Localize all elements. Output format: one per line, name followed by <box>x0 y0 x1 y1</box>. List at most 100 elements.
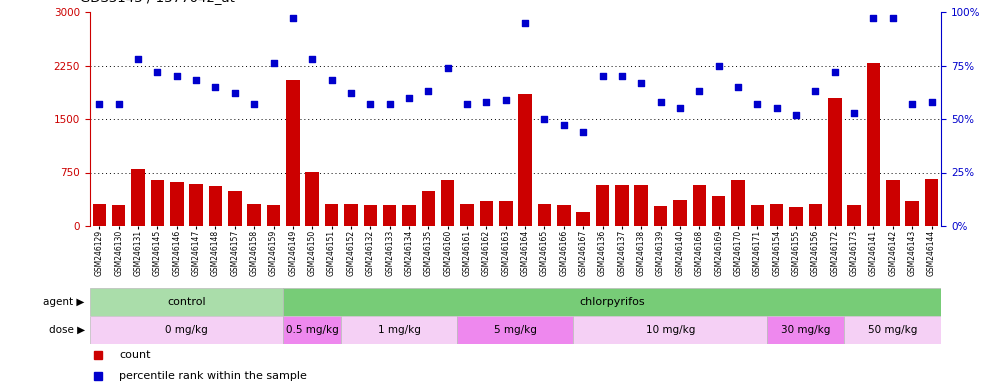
Bar <box>283 316 342 344</box>
Bar <box>886 180 899 226</box>
Point <box>633 79 649 86</box>
Bar <box>770 204 784 226</box>
Bar <box>90 288 283 316</box>
Bar <box>93 204 107 226</box>
Bar <box>712 196 725 226</box>
Bar <box>828 98 842 226</box>
Bar <box>673 200 686 226</box>
Bar <box>653 206 667 226</box>
Bar <box>499 201 513 226</box>
Point <box>266 60 282 66</box>
Bar <box>845 316 941 344</box>
Point <box>923 99 939 105</box>
Bar <box>848 205 861 226</box>
Point <box>556 122 572 129</box>
Bar <box>112 205 125 226</box>
Bar <box>789 207 803 226</box>
Text: dose ▶: dose ▶ <box>49 325 85 335</box>
Point <box>149 69 165 75</box>
Bar <box>382 205 396 226</box>
Point <box>459 101 475 107</box>
Point <box>576 129 592 135</box>
Bar <box>518 94 532 226</box>
Bar <box>228 191 242 226</box>
Point <box>439 65 455 71</box>
Point <box>227 90 243 96</box>
Bar <box>634 185 648 226</box>
Point <box>207 84 223 90</box>
Bar <box>596 185 610 226</box>
Point <box>614 73 629 79</box>
Point <box>517 20 533 26</box>
Point <box>884 15 900 22</box>
Point <box>652 99 668 105</box>
Bar <box>905 201 919 226</box>
Bar <box>189 184 203 226</box>
Point <box>827 69 843 75</box>
Text: 10 mg/kg: 10 mg/kg <box>645 325 695 335</box>
Text: count: count <box>120 350 151 360</box>
Text: agent ▶: agent ▶ <box>43 297 85 307</box>
Bar <box>345 204 358 226</box>
Bar <box>90 316 283 344</box>
Text: GDS3143 / 1377042_at: GDS3143 / 1377042_at <box>80 0 234 4</box>
Bar <box>342 316 457 344</box>
Point <box>478 99 494 105</box>
Point <box>730 84 746 90</box>
Point <box>343 90 359 96</box>
Point <box>246 101 262 107</box>
Bar <box>283 288 941 316</box>
Text: 0.5 mg/kg: 0.5 mg/kg <box>286 325 339 335</box>
Bar <box>364 205 377 226</box>
Point <box>285 15 301 22</box>
Point <box>672 105 688 111</box>
Bar <box>150 180 164 226</box>
Bar <box>809 204 822 226</box>
Bar <box>924 179 938 226</box>
Point <box>130 56 146 62</box>
Text: 1 mg/kg: 1 mg/kg <box>377 325 420 335</box>
Point <box>808 88 824 94</box>
Bar <box>731 180 745 226</box>
Point <box>904 101 920 107</box>
Point <box>595 73 611 79</box>
Point <box>188 78 204 84</box>
Bar <box>170 182 183 226</box>
Point <box>749 101 765 107</box>
Bar <box>209 186 222 226</box>
Text: 50 mg/kg: 50 mg/kg <box>869 325 917 335</box>
Bar <box>480 201 493 226</box>
Bar <box>421 191 435 226</box>
Point <box>537 116 553 122</box>
Text: 0 mg/kg: 0 mg/kg <box>165 325 208 335</box>
Bar <box>247 204 261 226</box>
Bar <box>131 169 144 226</box>
Bar <box>286 80 300 226</box>
Bar <box>692 185 706 226</box>
Bar <box>751 205 764 226</box>
Text: percentile rank within the sample: percentile rank within the sample <box>120 371 308 381</box>
Point <box>769 105 785 111</box>
Point <box>691 88 707 94</box>
Point <box>866 15 881 22</box>
Point <box>381 101 397 107</box>
Bar <box>306 172 319 226</box>
Point <box>168 73 184 79</box>
Bar <box>616 185 628 226</box>
Bar <box>577 212 590 226</box>
Point <box>847 109 863 116</box>
Bar <box>325 204 339 226</box>
Bar <box>557 205 571 226</box>
Bar <box>267 205 280 226</box>
Point <box>401 94 417 101</box>
Bar <box>441 180 454 226</box>
Text: 30 mg/kg: 30 mg/kg <box>781 325 831 335</box>
Bar <box>460 204 474 226</box>
Point <box>324 78 340 84</box>
Bar <box>867 63 880 226</box>
Point <box>363 101 378 107</box>
Text: control: control <box>167 297 206 307</box>
Bar <box>402 205 415 226</box>
Text: 5 mg/kg: 5 mg/kg <box>494 325 537 335</box>
Bar <box>457 316 574 344</box>
